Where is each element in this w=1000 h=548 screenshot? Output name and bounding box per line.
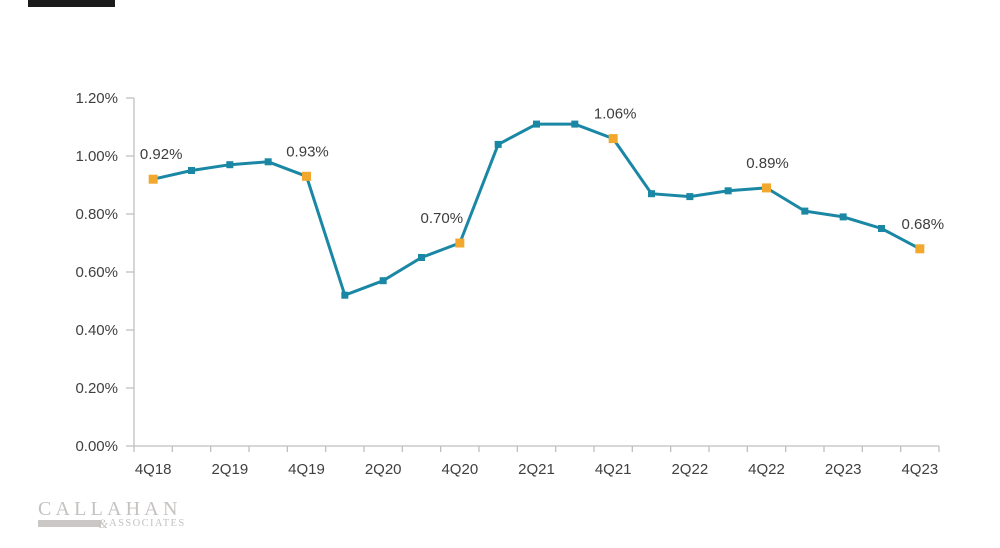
y-tick-label: 0.20% <box>75 380 118 397</box>
x-tick-label: 2Q22 <box>671 461 708 478</box>
highlight-point-marker <box>148 174 158 184</box>
data-point-marker <box>264 158 272 166</box>
data-point-marker <box>341 291 349 299</box>
data-point-marker <box>878 225 885 232</box>
data-point-marker <box>494 140 502 148</box>
highlight-point-marker <box>302 171 311 181</box>
data-point-marker <box>188 167 195 174</box>
data-point-marker <box>648 190 655 198</box>
logo-bar <box>38 520 101 527</box>
callahan-logo: CALLAHAN & ASSOCIATES <box>38 498 186 531</box>
data-point-label: 0.92% <box>140 146 183 163</box>
x-tick-label: 4Q18 <box>135 461 172 478</box>
highlight-point-marker <box>608 134 618 144</box>
data-point-marker <box>533 120 540 128</box>
x-tick-label: 2Q23 <box>825 461 862 478</box>
x-tick-label: 4Q21 <box>595 461 632 478</box>
y-tick-label: 0.80% <box>75 206 118 223</box>
logo-suffix-text: ASSOCIATES <box>109 518 186 529</box>
highlight-point-marker <box>762 183 771 193</box>
x-tick-label: 2Q19 <box>211 461 248 478</box>
x-tick-label: 4Q22 <box>748 461 785 478</box>
x-tick-label: 2Q20 <box>365 461 402 478</box>
highlight-point-marker <box>455 238 465 248</box>
data-point-marker <box>379 277 387 285</box>
data-point-marker <box>839 213 847 221</box>
data-point-label: 0.93% <box>286 143 329 160</box>
x-tick-label: 4Q20 <box>441 461 478 478</box>
data-point-label: 0.70% <box>421 210 464 227</box>
highlight-point-marker <box>915 244 925 254</box>
y-tick-label: 0.40% <box>75 322 118 339</box>
y-tick-label: 1.20% <box>75 90 118 107</box>
y-tick-label: 0.00% <box>75 438 118 455</box>
y-tick-label: 0.60% <box>75 264 118 281</box>
data-point-label: 1.06% <box>594 106 637 123</box>
data-point-marker <box>724 187 732 195</box>
logo-ampersand: & <box>98 515 109 531</box>
x-tick-label: 4Q19 <box>288 461 325 478</box>
data-point-marker <box>801 207 809 215</box>
x-tick-label: 4Q23 <box>901 461 938 478</box>
logo-name-text: CALLAHAN <box>38 498 182 520</box>
y-tick-label: 1.00% <box>75 148 118 165</box>
data-point-marker <box>686 193 694 201</box>
x-tick-label: 2Q21 <box>518 461 555 478</box>
data-point-marker <box>418 254 425 261</box>
data-point-label: 0.68% <box>902 216 945 233</box>
data-point-marker <box>226 161 234 169</box>
data-point-label: 0.89% <box>746 155 789 172</box>
redacted-title-bar <box>28 0 115 7</box>
data-point-marker <box>571 120 579 128</box>
